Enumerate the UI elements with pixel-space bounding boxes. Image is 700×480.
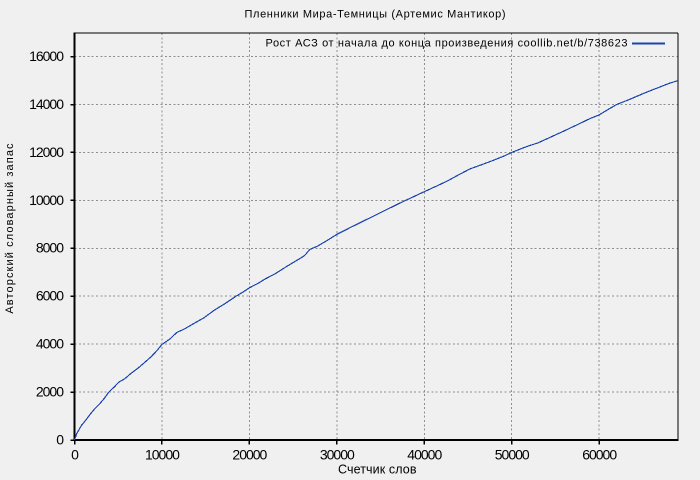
svg-text:6000: 6000 (36, 288, 64, 304)
svg-text:Авторский словарный запас: Авторский словарный запас (4, 142, 16, 313)
svg-text:Рост АСЗ от начала до конца пр: Рост АСЗ от начала до конца произведения… (266, 38, 629, 50)
svg-text:Пленники Мира-Темницы (Артемис: Пленники Мира-Темницы (Артемис Мантикор) (245, 9, 507, 21)
svg-text:14000: 14000 (29, 96, 64, 112)
svg-text:2000: 2000 (36, 383, 64, 399)
svg-text:8000: 8000 (36, 240, 64, 256)
svg-text:40000: 40000 (407, 447, 442, 463)
svg-text:0: 0 (56, 431, 64, 447)
svg-text:30000: 30000 (320, 447, 355, 463)
svg-text:20000: 20000 (232, 447, 267, 463)
svg-text:50000: 50000 (495, 447, 530, 463)
svg-text:12000: 12000 (29, 144, 64, 160)
svg-text:0: 0 (71, 447, 79, 463)
svg-text:10000: 10000 (145, 447, 180, 463)
svg-text:16000: 16000 (29, 48, 64, 64)
svg-text:60000: 60000 (582, 447, 617, 463)
svg-text:Счетчик слов: Счетчик слов (338, 462, 417, 476)
svg-text:4000: 4000 (36, 336, 64, 352)
svg-text:10000: 10000 (29, 192, 64, 208)
